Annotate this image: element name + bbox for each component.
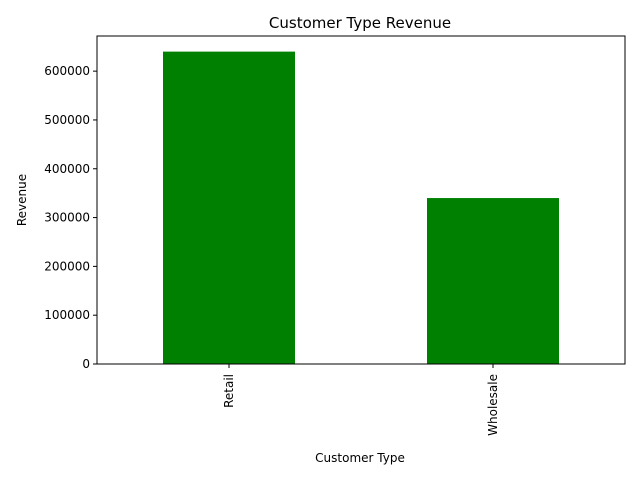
y-axis-label: Revenue (15, 174, 29, 226)
y-tick-label: 300000 (44, 211, 90, 225)
x-tick-label: Wholesale (486, 374, 500, 436)
y-tick-label: 500000 (44, 113, 90, 127)
y-tick-label: 100000 (44, 308, 90, 322)
chart-title: Customer Type Revenue (269, 14, 451, 32)
bars (163, 51, 559, 364)
y-tick-label: 0 (82, 357, 90, 371)
y-tick-label: 600000 (44, 64, 90, 78)
x-axis-ticks: Retail Wholesale (222, 364, 500, 436)
x-tick-label: Retail (222, 374, 236, 408)
bar-retail (163, 51, 295, 364)
y-tick-label: 200000 (44, 259, 90, 273)
x-axis-label: Customer Type (315, 451, 405, 465)
y-tick-label: 400000 (44, 162, 90, 176)
y-axis-ticks: 0 100000 200000 300000 400000 500000 600000 (44, 64, 97, 371)
plot-area-frame (96, 35, 626, 365)
bar-wholesale (427, 198, 559, 364)
